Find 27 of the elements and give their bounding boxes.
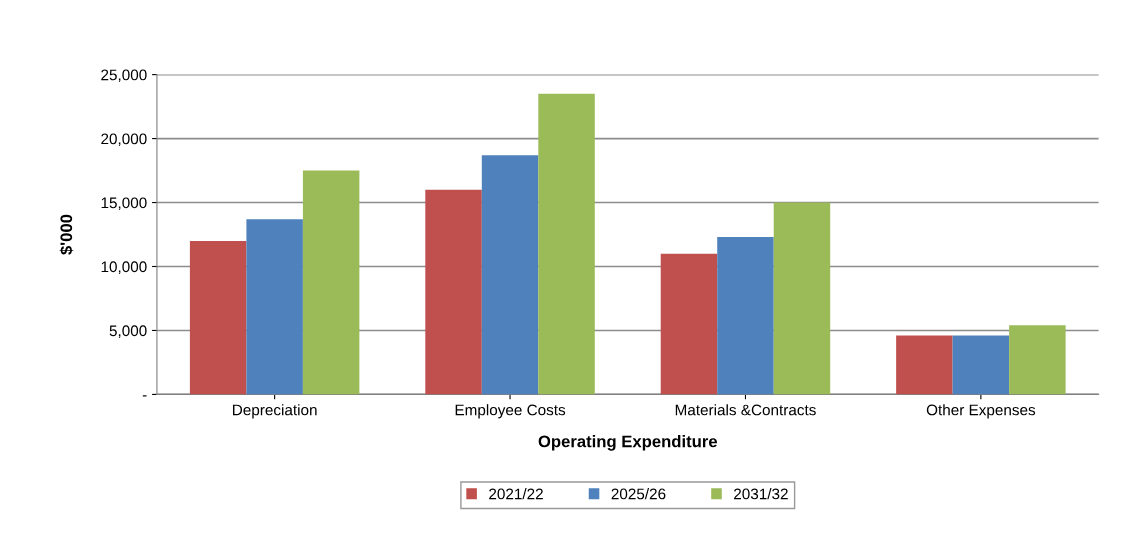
y-tick-label: 25,000 — [101, 69, 147, 83]
bar — [773, 202, 831, 395]
bar — [660, 253, 718, 395]
y-tick-label: 15,000 — [101, 197, 147, 211]
x-tick-label: Other Expenses — [926, 404, 1036, 419]
bar — [717, 237, 774, 395]
x-tick-label: Materials &Contracts — [675, 404, 816, 416]
legend-label: 2031/32 — [734, 488, 788, 500]
bar — [302, 170, 360, 395]
x-tick-label: Employee Costs — [455, 404, 566, 419]
y-tick-label: 20,000 — [101, 133, 147, 147]
x-axis-title: Operating Expenditure — [538, 435, 718, 451]
bar — [246, 219, 303, 395]
bar — [538, 93, 595, 395]
legend-label: 2025/26 — [611, 488, 666, 500]
y-tick-label: - — [142, 395, 147, 397]
bar — [1009, 325, 1066, 395]
legend-label: 2021/22 — [489, 488, 543, 500]
x-tick-label: Depreciation — [233, 404, 317, 419]
bar — [481, 155, 539, 395]
bar — [896, 335, 953, 395]
y-tick-label: 5,000 — [109, 325, 147, 338]
y-axis-title: $'000 — [59, 214, 74, 255]
y-tick-label: 10,000 — [101, 261, 147, 274]
bar — [189, 240, 247, 395]
bar — [425, 189, 482, 395]
bar — [952, 335, 1010, 395]
